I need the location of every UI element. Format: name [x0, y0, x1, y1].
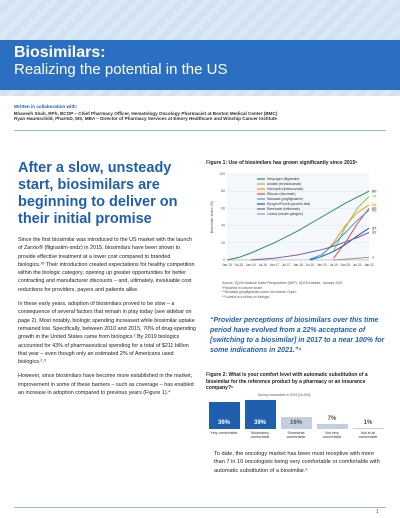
page-number: 1 — [376, 509, 379, 515]
divider — [14, 130, 386, 131]
series-line — [250, 232, 370, 261]
legend-label: Lantus (insulin glargine) — [267, 212, 303, 216]
end-value-label: 74 — [372, 194, 377, 199]
legend-label: Herceptin (trastuzumab) — [267, 187, 303, 191]
heading: After a slow, unsteady start, biosimilar… — [18, 160, 178, 227]
legend-label: Epogen/Procrit (epoetin alfa) — [267, 202, 310, 206]
x-tick-label: Jul-17 — [282, 263, 291, 267]
author: Ryan Haumschild, PharmD, MS, MBA – Direc… — [14, 116, 277, 121]
title-band — [0, 40, 400, 90]
bar — [280, 417, 312, 429]
end-value-label: 64 — [372, 202, 377, 207]
x-tick-label: Jan-15 — [222, 263, 232, 267]
y-tick-label: 100 — [219, 172, 225, 176]
x-tick-label: Jan-20 — [340, 263, 350, 267]
category-label: Somewhat comfortable — [286, 431, 306, 440]
bar — [316, 423, 348, 429]
end-value-label: 58 — [372, 207, 377, 212]
bar — [208, 402, 240, 429]
author: Bhavesh Shah, RPh, BCOP – Chief Pharmacy… — [14, 111, 278, 116]
category-label: Not very comfortable — [322, 431, 342, 440]
x-tick-label: Jan-16 — [246, 263, 256, 267]
end-value-label: 80 — [372, 188, 377, 193]
source: Source: IQVIA National Sales Perspective… — [222, 281, 343, 285]
legend-label: Neupogen (filgrastim) — [267, 177, 299, 181]
subtitle: Realizing the potential in the US — [14, 61, 228, 78]
figure-source: Source: IQVIA National Sales Perspective… — [222, 281, 387, 299]
y-tick-label: 40 — [221, 224, 225, 228]
note: **Neulasta (pegfilgrastim) does not incl… — [222, 290, 297, 295]
x-tick-label: Jan-21 — [364, 263, 374, 267]
value-label: 39% — [253, 420, 266, 426]
title-block: Biosimilars: Realizing the potential in … — [14, 44, 314, 88]
collab-label: Written in collaboration with: — [14, 104, 78, 109]
left-column: After a slow, unsteady start, biosimilar… — [18, 160, 198, 397]
series-line — [309, 227, 370, 261]
x-tick-label: Jan-17 — [269, 263, 279, 267]
category-label: Not at all comfortable — [358, 431, 378, 440]
paragraph: Since the first biosimilar was introduce… — [18, 237, 195, 293]
x-tick-label: Jul-15 — [234, 263, 243, 267]
end-value-label: 60 — [372, 206, 377, 211]
value-label: 7% — [327, 415, 337, 422]
y-tick-label: 60 — [221, 206, 225, 210]
bar-chart: 36% Very comfortable 39% Moderately comfort… — [206, 399, 386, 447]
value-label: 16% — [289, 420, 302, 426]
quote: “Provider perceptions of biosimilars ove… — [210, 317, 385, 354]
figure-title: Figure 1: Use of biosimilars has grown s… — [206, 160, 358, 166]
value-label: 1% — [363, 420, 373, 427]
note: *Reported in volume share — [222, 285, 263, 290]
figure-subtitle: Survey conducted in 2019 (N=403) — [258, 393, 311, 397]
x-tick-label: Jul-20 — [353, 263, 362, 267]
x-tick-label: Jul-16 — [258, 263, 267, 267]
category-label: Very comfortable — [210, 431, 238, 435]
paragraph: In these early years, adoption of biosim… — [18, 301, 196, 366]
legend-label: Remicade (infliximab) — [267, 207, 300, 211]
y-axis-label: Biosimilar share (%) — [210, 201, 214, 233]
collaborators: Written in collaboration with: Bhavesh S… — [14, 104, 386, 121]
legend-label: Rituxan (rituximab) — [267, 192, 295, 196]
value-label: 36% — [217, 420, 230, 426]
series-line — [309, 209, 370, 260]
category-label: Moderately comfortable — [250, 431, 270, 440]
footer-rule — [14, 507, 386, 508]
series-line — [333, 196, 370, 252]
end-value-label: 32 — [372, 230, 377, 235]
x-tick-label: Jul-18 — [305, 263, 314, 267]
plot-background — [227, 174, 369, 260]
bar — [244, 399, 276, 429]
bar — [352, 428, 384, 429]
paragraph: However, since biosimilars have become m… — [18, 373, 194, 397]
y-tick-label: 20 — [221, 241, 225, 245]
x-tick-label: Jan-18 — [293, 263, 303, 267]
series-line — [333, 208, 370, 259]
legend-label: Avastin (bevacizumab) — [267, 182, 301, 186]
series-line — [333, 256, 370, 261]
title: Biosimilars: — [14, 44, 106, 61]
x-tick-label: Jul-19 — [329, 263, 338, 267]
y-tick-label: 80 — [221, 189, 225, 193]
note: ***Lantus is a follow-on biologic — [222, 294, 270, 299]
legend-label: Neulasta (pegfilgrastim) — [267, 197, 303, 201]
series-line — [226, 190, 370, 261]
end-value-label: 3 — [372, 255, 375, 260]
y-tick-label: 0 — [223, 258, 225, 262]
closing-text: To date, the oncology market has been mo… — [214, 451, 380, 474]
end-value-label: 37 — [372, 225, 377, 230]
x-tick-label: Jan-19 — [317, 263, 327, 267]
figure-title: Figure 2: What is your comfort level wit… — [206, 372, 368, 391]
